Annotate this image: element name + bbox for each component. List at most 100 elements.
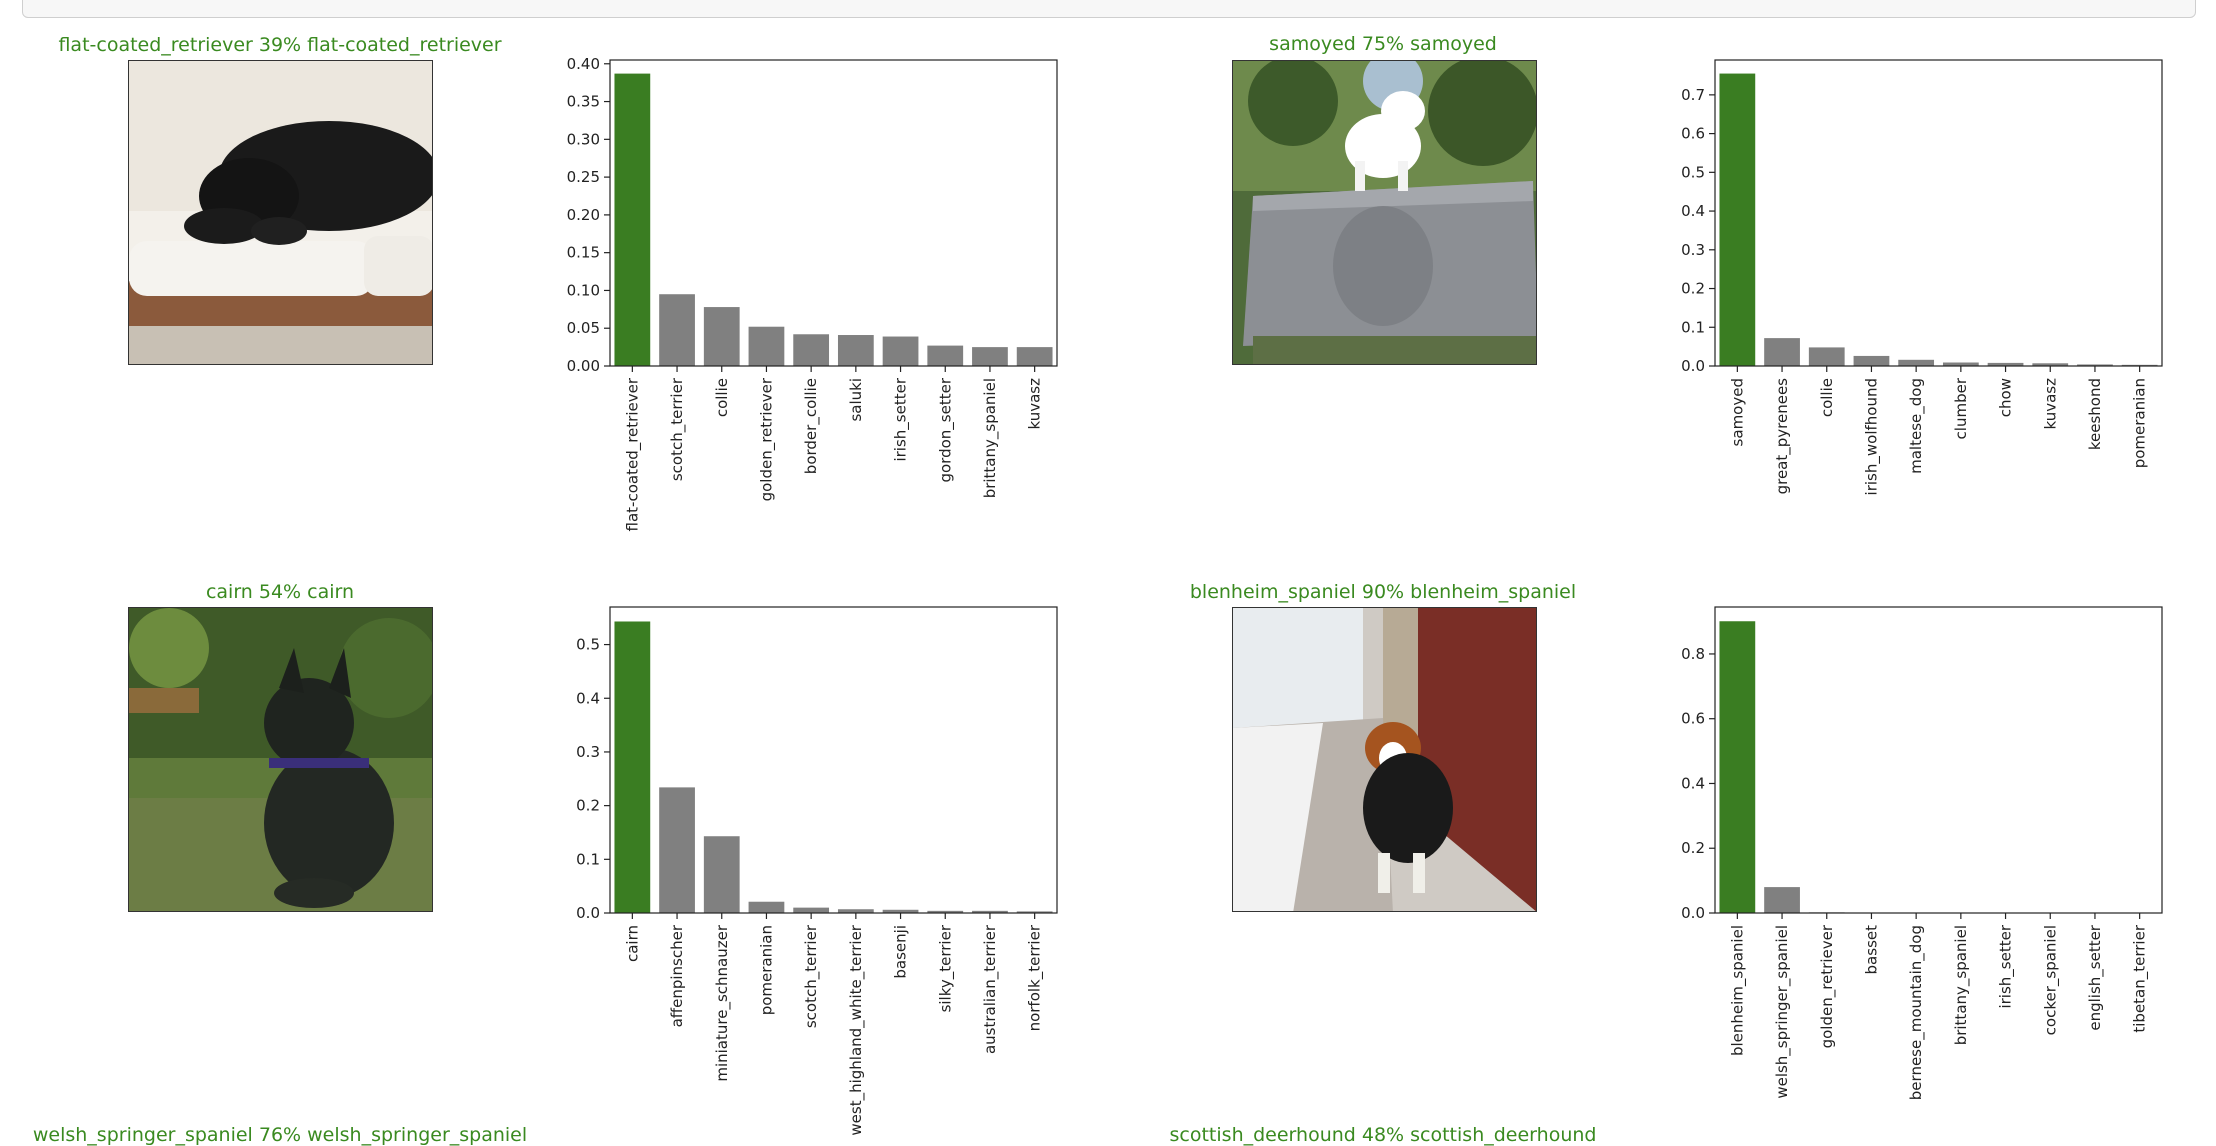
x-tick-label: kuvasz <box>1026 378 1044 430</box>
x-tick-label: welsh_springer_spaniel <box>1773 925 1792 1099</box>
bar-scotch_terrier <box>793 908 829 913</box>
x-tick-label: maltese_dog <box>1907 378 1926 474</box>
x-tick-label: samoyed <box>1728 378 1746 446</box>
y-tick-label: 0.0 <box>1681 357 1705 375</box>
x-tick-label: blenheim_spaniel <box>1728 925 1747 1056</box>
x-tick-label: cocker_spaniel <box>2041 925 2060 1035</box>
y-tick-label: 0.4 <box>1681 202 1705 220</box>
prediction-title-3: cairn 54% cairn <box>40 581 520 603</box>
x-tick-label: affenpinscher <box>668 924 686 1027</box>
bar-irish_wolfhound <box>1854 356 1890 366</box>
x-tick-label: scotch_terrier <box>802 924 821 1028</box>
bar-kuvasz <box>1017 347 1053 366</box>
y-tick-label: 0.0 <box>576 904 600 922</box>
x-tick-label: great_pyrenees <box>1773 378 1792 495</box>
x-tick-label: brittany_spaniel <box>981 378 1000 498</box>
x-tick-label: bernese_mountain_dog <box>1907 925 1926 1100</box>
y-tick-label: 0.7 <box>1681 86 1705 104</box>
x-tick-label: miniature_schnauzer <box>713 924 732 1081</box>
bar-great_pyrenees <box>1764 338 1800 366</box>
y-tick-label: 0.0 <box>1681 904 1705 922</box>
y-tick-label: 0.8 <box>1681 645 1705 663</box>
y-tick-label: 0.3 <box>576 743 600 761</box>
x-tick-label: collie <box>1818 378 1836 417</box>
x-tick-label: chow <box>1997 378 2015 417</box>
x-tick-label: keeshond <box>2086 378 2104 450</box>
x-tick-label: brittany_spaniel <box>1952 925 1971 1045</box>
y-tick-label: 0.40 <box>567 55 600 73</box>
bar-affenpinscher <box>659 787 695 913</box>
bar-border_collie <box>793 334 829 366</box>
prediction-title-2: samoyed 75% samoyed <box>1143 33 1623 55</box>
y-tick-label: 0.5 <box>1681 163 1705 181</box>
bar-gordon_setter <box>927 346 963 366</box>
y-tick-label: 0.20 <box>567 206 600 224</box>
bar-collie <box>704 307 740 366</box>
y-tick-label: 0.1 <box>1681 318 1705 336</box>
y-tick-label: 0.00 <box>567 357 600 375</box>
y-tick-label: 0.2 <box>576 797 600 815</box>
prediction-title-5: welsh_springer_spaniel 76% welsh_springe… <box>20 1124 540 1146</box>
bar-maltese_dog <box>1898 360 1934 366</box>
x-tick-label: irish_setter <box>892 377 911 461</box>
x-tick-label: border_collie <box>802 378 821 474</box>
x-tick-label: cairn <box>623 925 641 962</box>
bar-golden_retriever <box>749 327 785 366</box>
bar-miniature_schnauzer <box>704 836 740 913</box>
dog-photo-1 <box>128 60 433 365</box>
bar-scotch_terrier <box>659 294 695 366</box>
y-tick-label: 0.2 <box>1681 839 1705 857</box>
x-tick-label: irish_setter <box>1997 924 2016 1008</box>
bar-irish_setter <box>883 337 919 366</box>
bar-collie <box>1809 347 1845 366</box>
prediction-title-4: blenheim_spaniel 90% blenheim_spaniel <box>1143 581 1623 603</box>
black-cairn-terrier-on-grass-photo-icon <box>129 608 433 912</box>
bar-welsh_springer_spaniel <box>1764 887 1800 913</box>
x-tick-label: english_setter <box>2086 924 2105 1030</box>
bar-pomeranian <box>749 902 785 913</box>
y-tick-label: 0.10 <box>567 281 600 299</box>
x-tick-label: tibetan_terrier <box>2131 924 2150 1032</box>
x-tick-label: australian_terrier <box>981 924 1000 1054</box>
bar-brittany_spaniel <box>972 347 1008 366</box>
x-tick-label: clumber <box>1952 377 1970 439</box>
x-tick-label: golden_retriever <box>757 377 776 501</box>
bar-blenheim_spaniel <box>1719 621 1755 913</box>
y-tick-label: 0.30 <box>567 130 600 148</box>
bar-flat-coated_retriever <box>614 74 650 366</box>
dog-photo-2 <box>1232 60 1537 365</box>
probability-chart-3: 0.0 0.1 0.2 0.3 0.4 0.5 cairn affenpinscher mini… <box>560 603 1080 1136</box>
y-tick-label: 0.6 <box>1681 125 1705 143</box>
cavalier-spaniel-on-sidewalk-photo-icon <box>1233 608 1537 912</box>
y-tick-label: 0.35 <box>567 93 600 111</box>
axes-frame <box>1715 607 2162 913</box>
x-tick-label: pomeranian <box>2131 378 2149 468</box>
prediction-title-1: flat-coated_retriever 39% flat-coated_re… <box>40 34 520 56</box>
dog-photo-4 <box>1232 607 1537 912</box>
x-tick-label: scotch_terrier <box>668 377 687 481</box>
y-tick-label: 0.2 <box>1681 280 1705 298</box>
x-tick-label: pomeranian <box>757 925 775 1015</box>
x-tick-label: basenji <box>892 925 910 979</box>
y-tick-label: 0.4 <box>576 689 600 707</box>
y-tick-label: 0.1 <box>576 850 600 868</box>
x-tick-label: saluki <box>847 378 865 422</box>
notebook-cell-border <box>22 0 2196 18</box>
x-tick-label: gordon_setter <box>936 377 955 482</box>
y-tick-label: 0.4 <box>1681 774 1705 792</box>
x-tick-label: norfolk_terrier <box>1026 924 1045 1031</box>
probability-chart-1: 0.000.050.100.150.200.250.300.350.40flat… <box>560 56 1080 546</box>
prediction-title-6: scottish_deerhound 48% scottish_deerhoun… <box>1123 1124 1643 1146</box>
bar-cairn <box>614 621 650 913</box>
y-tick-label: 0.05 <box>567 319 600 337</box>
x-tick-label: silky_terrier <box>936 924 955 1012</box>
x-tick-label: collie <box>713 378 731 417</box>
black-dog-on-couch-photo-icon <box>129 61 433 365</box>
bar-samoyed <box>1719 74 1755 366</box>
y-tick-label: 0.5 <box>576 636 600 654</box>
x-tick-label: basset <box>1862 925 1880 975</box>
white-samoyed-on-stone-photo-icon <box>1233 61 1537 365</box>
x-tick-label: irish_wolfhound <box>1862 378 1881 495</box>
